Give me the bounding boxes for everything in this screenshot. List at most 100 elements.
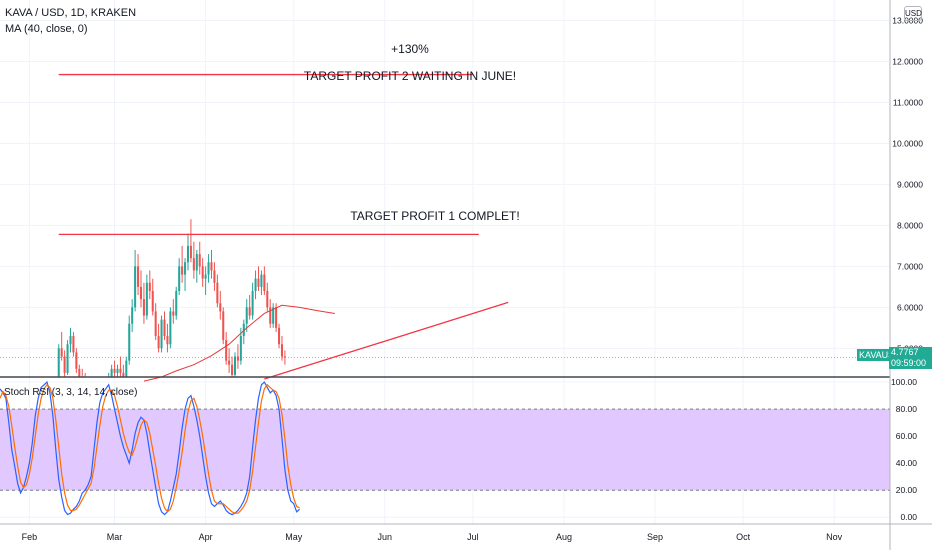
price-value: 4.7767 [891, 347, 919, 357]
candle-body [60, 348, 63, 357]
rsi-tick-label: 20.00 [896, 485, 918, 495]
candle-body [175, 290, 178, 316]
candle-body [110, 368, 113, 377]
candle-body [275, 307, 278, 328]
candle-body [166, 336, 169, 345]
candle-body [225, 340, 228, 361]
annotation-pct[interactable]: +130% [391, 42, 429, 56]
candle-body [157, 336, 160, 349]
countdown-value: 09:59:00 [891, 358, 927, 368]
drawn-lines [58, 73, 509, 380]
candle-body [160, 319, 163, 349]
currency-button[interactable]: USD [904, 6, 922, 21]
time-tick-label: Apr [199, 532, 213, 542]
candlestick-series [57, 219, 286, 377]
candle-body [213, 270, 216, 283]
candle-body [254, 278, 257, 291]
candle-body [228, 360, 231, 365]
annotation-target1[interactable]: TARGET PROFIT 1 COMPLET! [350, 209, 519, 223]
rsi-axis[interactable]: 100.00 80.00 60.00 40.00 20.00 0.00 [891, 377, 917, 522]
candle-body [283, 356, 286, 358]
candle-body [231, 364, 234, 375]
candle-body [75, 352, 78, 369]
rsi-band [0, 409, 890, 491]
candle-body [134, 266, 137, 308]
candle-body [69, 336, 72, 345]
time-tick-label: Sep [647, 532, 663, 542]
candle-body [139, 286, 143, 300]
time-tick-label: Feb [22, 532, 38, 542]
time-tick-label: Jun [378, 532, 393, 542]
candle-body [63, 356, 66, 373]
annotation-target2[interactable]: TARGET PROFIT 2 WAITING IN JUNE! [304, 69, 516, 83]
price-tick-label: 10.0000 [892, 138, 923, 148]
candle-body [245, 307, 248, 324]
candle-body [186, 245, 190, 263]
time-tick-label: Jul [467, 532, 479, 542]
candle-body [128, 323, 131, 361]
candle-body [260, 274, 263, 287]
candle-body [233, 356, 237, 375]
candle-body [151, 290, 154, 312]
candle-body [178, 266, 181, 291]
time-tick-label: Aug [556, 532, 572, 542]
candle-body [216, 282, 219, 304]
stoch-rsi-legend[interactable]: Stoch RSI (3, 3, 14, 14, close) [4, 387, 138, 398]
price-value-tag: 4.7767 09:59:00 [889, 347, 932, 369]
candle-body [266, 290, 269, 308]
drawn-trendline-line[interactable] [264, 301, 509, 380]
candle-body [251, 290, 254, 316]
price-tick-label: 8.0000 [897, 220, 923, 230]
candle-body [122, 372, 125, 377]
candle-body [198, 254, 201, 267]
candle-body [125, 360, 128, 377]
candle-body [142, 299, 145, 316]
time-tick-label: Oct [736, 532, 751, 542]
candle-body [78, 368, 81, 377]
candle-body [66, 344, 69, 373]
time-tick-label: May [285, 532, 303, 542]
candle-body [269, 307, 272, 324]
candle-body [242, 323, 245, 337]
ma-legend[interactable]: MA (40, close, 0) [5, 23, 88, 35]
candle-body [192, 258, 195, 271]
candle-body [280, 344, 284, 357]
rsi-tick-label: 80.00 [896, 404, 918, 414]
candle-body [257, 278, 260, 287]
candle-body [172, 311, 175, 316]
candle-body [236, 356, 239, 361]
price-tick-label: 7.0000 [897, 261, 923, 271]
candle-body [57, 348, 60, 377]
candle-body [248, 307, 251, 316]
candle-body [137, 266, 140, 287]
price-tick-label: 6.0000 [897, 302, 923, 312]
rsi-tick-label: 40.00 [896, 458, 918, 468]
candle-body [204, 274, 207, 279]
candle-body [145, 282, 148, 316]
candle-body [195, 254, 198, 271]
candle-body [278, 327, 281, 345]
candle-body [131, 307, 134, 324]
price-tick-label: 11.0000 [893, 97, 923, 107]
candle-body [272, 307, 275, 324]
price-axis[interactable]: 5.00006.00007.00008.00009.000010.000011.… [892, 15, 923, 353]
rsi-tick-label: 60.00 [896, 431, 918, 441]
candle-body [113, 368, 116, 373]
candle-body [169, 311, 172, 345]
candle-body [201, 266, 204, 279]
time-axis[interactable]: Feb Mar Apr May Jun Jul Aug Sep Oct Nov [22, 532, 843, 542]
moving-average-line [143, 304, 335, 382]
stoch-rsi-k-line [0, 380, 301, 516]
candle-body [210, 262, 213, 271]
price-tick-label: 9.0000 [897, 179, 923, 189]
symbol-title[interactable]: KAVA / USD, 1D, KRAKEN [5, 7, 137, 19]
candle-body [181, 266, 184, 275]
candle-body [222, 311, 225, 341]
price-tick-label: 12.0000 [892, 56, 923, 66]
candle-body [219, 303, 222, 312]
time-tick-label: Mar [107, 532, 123, 542]
candle-body [207, 262, 210, 275]
rsi-tick-label: 0.00 [900, 512, 917, 522]
stoch-rsi-d-line [0, 383, 300, 514]
